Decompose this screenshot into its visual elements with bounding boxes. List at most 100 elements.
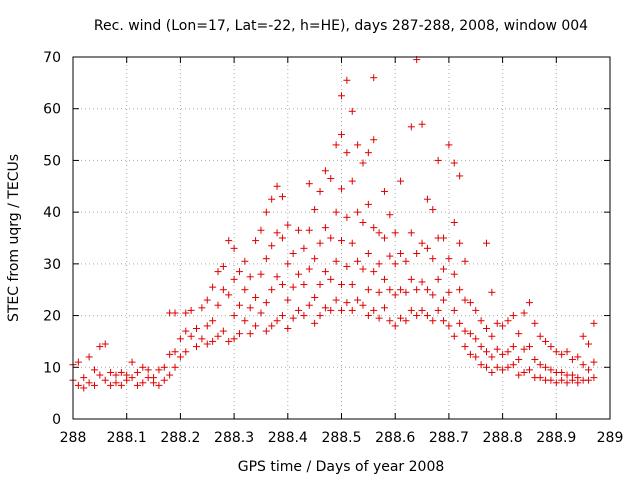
- data-point: [509, 312, 517, 320]
- data-point: [531, 356, 539, 364]
- data-point: [542, 363, 550, 371]
- data-point: [338, 131, 345, 139]
- data-point: [482, 363, 490, 371]
- data-point: [472, 335, 480, 343]
- data-point: [413, 286, 421, 294]
- data-point: [402, 257, 410, 265]
- data-point: [423, 195, 431, 203]
- data-point: [477, 361, 485, 369]
- data-point: [348, 177, 356, 185]
- data-point: [504, 363, 512, 371]
- data-point: [558, 368, 566, 376]
- data-point: [155, 366, 163, 374]
- data-point: [450, 332, 458, 340]
- data-point: [278, 312, 286, 320]
- data-point: [230, 335, 238, 343]
- data-point: [359, 301, 367, 309]
- data-point: [338, 185, 345, 193]
- data-point: [90, 366, 98, 374]
- x-axis-label: GPS time / Days of year 2008: [238, 459, 445, 475]
- data-point: [289, 283, 297, 291]
- data-point: [117, 368, 125, 376]
- data-point: [456, 319, 464, 327]
- data-point: [456, 239, 464, 247]
- data-point: [262, 299, 270, 307]
- data-point: [305, 265, 313, 273]
- data-point: [327, 306, 335, 314]
- data-point: [440, 296, 448, 304]
- data-point: [273, 229, 281, 237]
- data-point: [375, 288, 383, 296]
- data-point: [241, 257, 249, 265]
- data-point: [386, 211, 394, 219]
- data-point: [338, 92, 345, 100]
- x-tick-label: 288.8: [483, 430, 523, 446]
- data-point: [461, 327, 469, 335]
- data-point: [547, 366, 555, 374]
- data-point: [80, 374, 88, 382]
- data-point: [316, 312, 324, 320]
- data-point: [348, 306, 356, 314]
- x-tick-label: 288.1: [107, 430, 147, 446]
- data-point: [176, 353, 184, 361]
- data-point: [397, 286, 405, 294]
- data-point: [348, 281, 356, 289]
- data-point: [203, 340, 211, 348]
- data-point: [273, 273, 281, 281]
- data-point: [375, 260, 383, 268]
- data-point: [214, 332, 222, 340]
- data-point: [402, 288, 410, 296]
- data-points: [69, 56, 598, 392]
- data-point: [155, 381, 163, 389]
- data-point: [542, 337, 550, 345]
- data-point: [273, 317, 281, 325]
- x-tick-label: 288.2: [160, 430, 200, 446]
- data-point: [305, 226, 313, 234]
- data-point: [235, 301, 243, 309]
- data-point: [364, 149, 372, 157]
- data-point: [80, 384, 88, 392]
- data-point: [225, 337, 233, 345]
- data-point: [278, 193, 286, 201]
- data-point: [354, 208, 362, 216]
- data-point: [311, 319, 319, 327]
- data-point: [305, 180, 313, 188]
- data-point: [160, 363, 168, 371]
- data-point: [171, 363, 179, 371]
- y-tick-label: 30: [43, 257, 61, 273]
- data-point: [579, 332, 587, 340]
- data-point: [590, 374, 598, 382]
- data-point: [96, 371, 104, 379]
- data-point: [488, 368, 496, 376]
- data-point: [423, 312, 431, 320]
- data-point: [246, 330, 254, 338]
- data-point: [101, 340, 109, 348]
- data-point: [450, 159, 458, 167]
- data-point: [493, 345, 501, 353]
- data-point: [423, 244, 431, 252]
- data-point: [563, 379, 571, 387]
- data-point: [547, 343, 555, 351]
- data-point: [472, 353, 480, 361]
- y-tick-labels: 0 10 20 30 40 50 60 70: [43, 50, 61, 428]
- data-point: [520, 309, 528, 317]
- data-point: [295, 306, 303, 314]
- x-tick-label: 289: [597, 430, 624, 446]
- data-point: [429, 206, 437, 214]
- data-point: [139, 379, 147, 387]
- data-point: [515, 371, 523, 379]
- data-point: [456, 286, 464, 294]
- data-point: [525, 299, 533, 307]
- data-point: [590, 358, 598, 366]
- data-point: [187, 332, 195, 340]
- data-point: [107, 368, 115, 376]
- data-point: [219, 262, 227, 270]
- data-point: [574, 379, 582, 387]
- data-point: [359, 159, 367, 167]
- y-tick-label: 40: [43, 205, 61, 221]
- data-point: [568, 376, 576, 384]
- data-point: [429, 255, 437, 263]
- data-point: [466, 299, 474, 307]
- data-point: [574, 353, 582, 361]
- data-point: [370, 306, 378, 314]
